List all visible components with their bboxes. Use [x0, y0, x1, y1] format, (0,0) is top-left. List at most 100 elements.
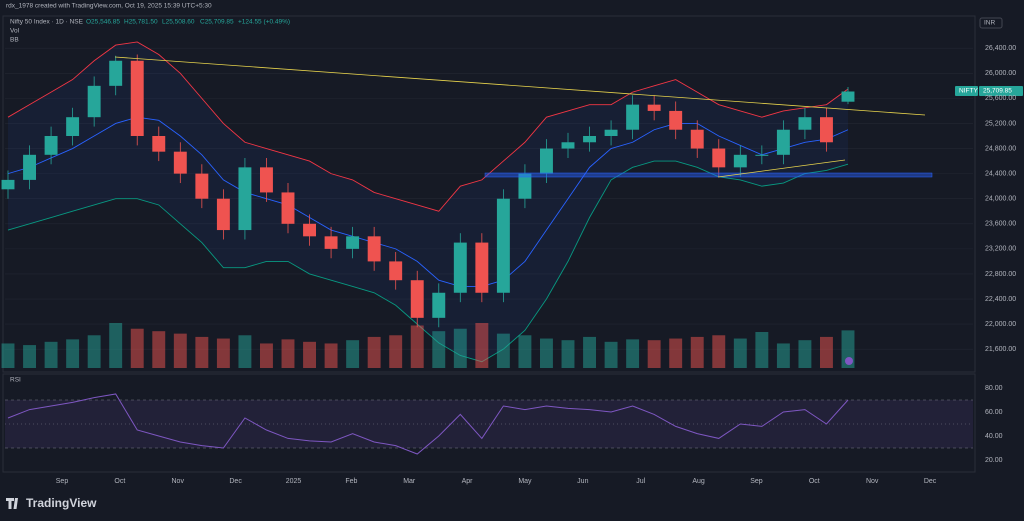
x-tick-label: Oct [114, 478, 125, 485]
candle-body [260, 167, 273, 193]
ticker: NIFTY [959, 88, 978, 95]
candle-body [281, 192, 295, 224]
bb-label: BB [10, 37, 19, 44]
candle-body [540, 148, 553, 174]
volume-bar [195, 336, 209, 368]
candle-body [1, 179, 15, 190]
candle-body [130, 60, 144, 136]
x-tick-label: Dec [229, 478, 242, 485]
candle-body [66, 117, 80, 136]
volume-bar [281, 339, 295, 368]
candle-body [173, 151, 187, 174]
y-tick-label: 23,200.00 [985, 246, 1016, 253]
last-box [979, 86, 1023, 96]
y-tick-label: 25,600.00 [985, 95, 1016, 102]
x-tick-label: Oct [809, 478, 820, 485]
candle-body [216, 198, 230, 231]
candle-body [346, 236, 360, 249]
x-tick-label: May [518, 478, 532, 485]
volume-bar [367, 336, 381, 368]
candle-body [303, 223, 316, 237]
y-tick-label: 21,600.00 [985, 346, 1016, 353]
volume-bar [389, 335, 403, 368]
volume-bar [518, 335, 532, 368]
volume-bar [324, 343, 338, 368]
candle-body [324, 236, 338, 249]
x-tick-label: Aug [692, 478, 705, 485]
symbol: Nifty 50 Index · 1D · NSE [10, 19, 84, 26]
volume-bar [410, 325, 424, 368]
x-tick-label: Nov [172, 478, 185, 485]
volume-bar [130, 328, 144, 368]
candle-body [87, 85, 101, 118]
volume-bar [44, 341, 58, 368]
candle-body [453, 242, 467, 293]
volume-bar [626, 339, 640, 368]
bb-lower [7, 160, 849, 363]
y-tick-label: 26,400.00 [985, 45, 1016, 52]
candle-body [690, 129, 704, 149]
volume-bar [260, 343, 273, 368]
candle-body [776, 129, 790, 155]
volume-bar [173, 333, 187, 368]
x-tick-label: Apr [462, 478, 474, 485]
candle-body [432, 292, 446, 318]
low: L25,508.60 [162, 19, 195, 26]
close: C25,709.85 [200, 19, 234, 26]
candle-body [389, 261, 403, 281]
high: H25,781.50 [124, 19, 158, 26]
volume-bar [669, 338, 683, 368]
volume-bar [23, 345, 36, 368]
volume-bar [453, 328, 467, 368]
currency-box [979, 17, 1003, 29]
y-tick-label: 22,400.00 [985, 296, 1016, 303]
volume-bar [238, 335, 252, 368]
price-pane [2, 15, 976, 373]
y-tick-label: 23,600.00 [985, 221, 1016, 228]
rsi-line [7, 393, 849, 455]
volume-bar [87, 335, 101, 368]
candle-body [841, 91, 855, 102]
volume-bar [496, 333, 510, 368]
x-tick-label: Mar [403, 478, 416, 485]
volume-bar [561, 340, 575, 368]
rsi-pane [2, 373, 976, 473]
candle-body [604, 129, 618, 136]
volume-bar [583, 336, 596, 368]
candle-body [798, 117, 812, 130]
candle-body [712, 148, 726, 168]
volume-bar [690, 336, 704, 368]
open: O25,546.85 [86, 19, 120, 26]
candle-body [626, 104, 640, 130]
volume-bar [712, 335, 726, 368]
currency: INR [984, 20, 996, 27]
logo: TradingView [26, 496, 97, 510]
candle-body [195, 173, 209, 199]
credit: rdx_1978 created with TradingView.com, O… [6, 3, 212, 10]
y-tick-label: 24,800.00 [985, 145, 1016, 152]
y-tick-label: 22,000.00 [985, 321, 1016, 328]
bb-upper [7, 41, 849, 212]
candle-body [820, 117, 833, 143]
candle-body [238, 167, 252, 231]
x-tick-label: Dec [924, 478, 937, 485]
candle-body [475, 242, 489, 293]
x-tick-label: 2025 [286, 478, 302, 485]
candle-body [669, 110, 683, 130]
volume-bar [776, 343, 790, 368]
volume-bar [755, 332, 769, 368]
rsi-tick-label: 20.00 [985, 457, 1003, 464]
volume-bar [540, 338, 553, 368]
candle-body [583, 136, 596, 143]
event-marker[interactable] [845, 357, 853, 365]
candle-body [647, 104, 661, 111]
y-tick-label: 24,400.00 [985, 170, 1016, 177]
volume-bar [303, 341, 316, 368]
y-tick-label: 24,000.00 [985, 196, 1016, 203]
last-price: 25,709.85 [983, 88, 1012, 95]
volume-bar [733, 338, 747, 368]
volume-bar [798, 340, 812, 368]
volume-bar [109, 323, 123, 368]
volume-bar [1, 343, 15, 368]
